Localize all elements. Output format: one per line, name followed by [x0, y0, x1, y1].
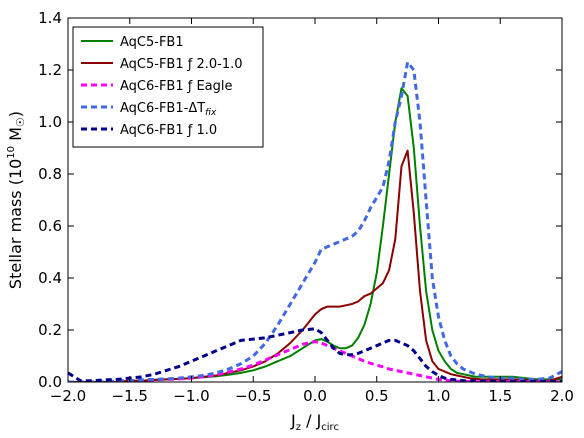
- y-tick-label: 1.0: [38, 113, 62, 131]
- legend-label-5: AqC6-FB1 ƒ 1.0: [120, 123, 217, 138]
- series-line-5: [68, 327, 562, 382]
- y-tick-label: 0.4: [38, 269, 62, 287]
- legend: AqC5-FB1 AqC5-FB1 ƒ 2.0-1.0 AqC6-FB1 ƒ Eag…: [72, 26, 264, 148]
- x-tick-label: 0.5: [365, 387, 389, 405]
- y-tick-label: 0.0: [38, 373, 62, 391]
- y-tick-label: 0.2: [38, 321, 62, 339]
- y-tick-label: 0.8: [38, 165, 62, 183]
- x-tick-label: −2.0: [50, 387, 86, 405]
- series-line-2: [68, 149, 562, 382]
- y-tick-label: 0.6: [38, 217, 62, 235]
- y-tick-label: 1.2: [38, 61, 62, 79]
- legend-label-2: AqC5-FB1 ƒ 2.0-1.0: [120, 57, 243, 72]
- legend-label-1: AqC5-FB1: [120, 35, 184, 50]
- x-tick-label: 1.0: [427, 387, 451, 405]
- x-tick-label: 0.0: [303, 387, 327, 405]
- x-tick-label: −0.5: [235, 387, 271, 405]
- y-tick-label: 1.4: [38, 9, 62, 27]
- x-tick-label: 2.0: [550, 387, 574, 405]
- x-tick-label: −1.5: [112, 387, 148, 405]
- legend-box: [72, 26, 264, 148]
- x-axis-label: Jz / Jcirc: [290, 411, 339, 433]
- legend-label-4: AqC6-FB1-ΔTfix: [120, 101, 217, 118]
- x-tick-label: 1.5: [488, 387, 512, 405]
- series-line-4: [68, 60, 562, 382]
- legend-label-3: AqC6-FB1 ƒ Eagle: [120, 79, 233, 94]
- y-axis-label: Stellar mass (1010 M☉): [6, 111, 27, 289]
- ticks-layer: −2.0 −1.5 −1.0 −0.5 0.0 0.5 1.0 1.5 2.0 0.0 0.2 0.4…: [38, 9, 574, 405]
- x-tick-label: −1.0: [173, 387, 209, 405]
